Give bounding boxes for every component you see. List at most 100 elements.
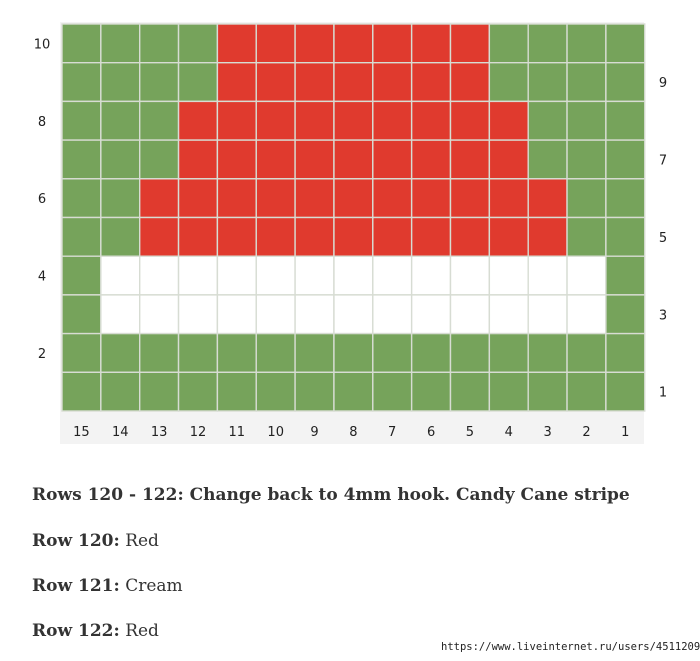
red-cell — [138, 216, 180, 257]
column-label: 1 — [621, 425, 629, 440]
column-label: 8 — [349, 425, 357, 440]
watermark-url: https://www.liveinternet.ru/users/451120… — [441, 641, 700, 653]
crochet-chart: 10 8 6 4 2 9 7 5 3 1 15 14 13 12 11 10 9 8 7 6 5 4 3 2 1 — [34, 22, 667, 444]
green-cell — [566, 178, 607, 219]
right-row-labels: 9 7 5 3 1 — [659, 76, 667, 401]
green-cell — [410, 332, 452, 374]
cream-cell — [527, 294, 568, 335]
cream-cell — [216, 294, 257, 335]
column-label: 3 — [543, 425, 551, 440]
green-cell — [177, 62, 219, 103]
green-cell — [100, 100, 141, 141]
green-cell — [527, 332, 568, 374]
green-cell — [566, 371, 607, 412]
cream-cell — [100, 255, 141, 296]
cream-cell — [566, 294, 607, 335]
red-cell — [410, 216, 452, 257]
red-cell — [294, 178, 335, 219]
green-cell — [61, 371, 102, 412]
green-cell — [566, 332, 607, 374]
green-cell — [488, 371, 529, 412]
green-cell — [255, 332, 296, 374]
green-cell — [138, 371, 180, 412]
green-cell — [333, 332, 374, 374]
red-cell — [333, 139, 374, 180]
cream-cell — [372, 294, 413, 335]
green-cell — [61, 100, 102, 141]
column-label: 15 — [73, 425, 90, 440]
cream-cell — [410, 294, 452, 335]
green-cell — [177, 332, 219, 374]
green-cell — [605, 178, 646, 219]
row-label: Row 122: — [32, 621, 120, 641]
red-cell — [177, 100, 219, 141]
red-cell — [449, 62, 491, 103]
green-cell — [449, 332, 491, 374]
green-cell — [527, 62, 568, 103]
red-cell — [488, 139, 529, 180]
red-cell — [255, 62, 296, 103]
row-color: Cream — [125, 576, 183, 596]
green-cell — [449, 371, 491, 412]
cream-cell — [177, 294, 219, 335]
column-label: 5 — [466, 425, 474, 440]
column-label: 7 — [388, 425, 396, 440]
red-cell — [410, 62, 452, 103]
red-cell — [333, 178, 374, 219]
cream-cell — [255, 255, 296, 296]
green-cell — [566, 23, 607, 64]
green-cell — [100, 178, 141, 219]
row-label-right: 7 — [659, 154, 667, 169]
green-cell — [294, 332, 335, 374]
column-label: 2 — [582, 425, 590, 440]
red-cell — [294, 23, 335, 64]
red-cell — [138, 178, 180, 219]
red-cell — [372, 178, 413, 219]
red-cell — [488, 178, 529, 219]
green-cell — [61, 62, 102, 103]
green-cell — [255, 371, 296, 412]
cream-cell — [488, 294, 529, 335]
red-cell — [372, 23, 413, 64]
cream-cell — [177, 255, 219, 296]
red-cell — [216, 62, 257, 103]
red-cell — [177, 178, 219, 219]
green-cell — [61, 139, 102, 180]
red-cell — [177, 216, 219, 257]
green-cell — [566, 216, 607, 257]
red-cell — [372, 62, 413, 103]
green-cell — [566, 62, 607, 103]
column-label: 4 — [505, 425, 513, 440]
cream-cell — [488, 255, 529, 296]
green-cell — [566, 100, 607, 141]
red-cell — [333, 100, 374, 141]
green-cell — [216, 332, 257, 374]
red-cell — [333, 62, 374, 103]
red-cell — [294, 62, 335, 103]
green-cell — [527, 100, 568, 141]
column-label: 6 — [427, 425, 435, 440]
red-cell — [410, 100, 452, 141]
green-cell — [605, 294, 646, 335]
cream-cell — [216, 255, 257, 296]
red-cell — [294, 100, 335, 141]
green-cell — [138, 139, 180, 180]
green-cell — [488, 62, 529, 103]
red-cell — [255, 216, 296, 257]
cream-cell — [333, 294, 374, 335]
green-cell — [605, 100, 646, 141]
cream-cell — [100, 294, 141, 335]
red-cell — [294, 216, 335, 257]
green-cell — [138, 100, 180, 141]
row-instruction: Row 121: Cream — [32, 576, 183, 596]
green-cell — [605, 371, 646, 412]
cream-cell — [333, 255, 374, 296]
green-cell — [61, 178, 102, 219]
red-cell — [488, 100, 529, 141]
row-label: Row 120: — [32, 531, 120, 551]
column-label: 13 — [151, 425, 168, 440]
red-cell — [333, 216, 374, 257]
left-row-labels: 10 8 6 4 2 — [34, 37, 51, 362]
red-cell — [255, 139, 296, 180]
cream-cell — [255, 294, 296, 335]
